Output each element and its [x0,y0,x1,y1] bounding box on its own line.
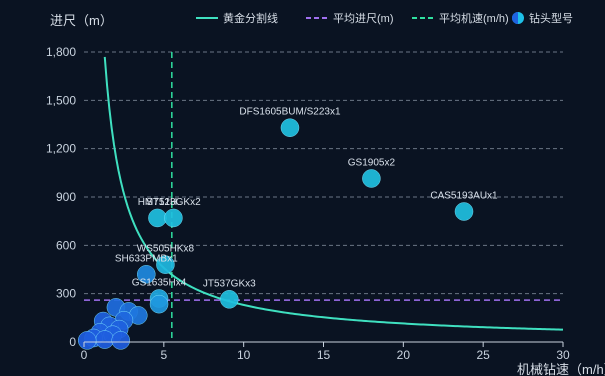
golden-curve-line [103,56,564,331]
golden-curve-layer [103,56,564,331]
data-points [77,118,474,350]
legend-label: 平均机速(m/h) [439,11,509,25]
axes: 0 300 600 900 1,200 1,500 1,800 0 5 10 15 20 25 30 [46,45,570,362]
y-tick-label: 900 [56,190,76,204]
point-label: SH633PMBx1 [115,253,178,264]
y-tick-label: 1,800 [46,45,76,59]
data-point [220,290,239,309]
point-label: ST513GKx2 [146,197,201,208]
x-tick-label: 0 [81,348,88,362]
data-point [164,208,183,228]
x-axis-title: 机械钻速（m/h） [517,362,605,376]
data-point [280,118,300,137]
point-label: GS1905x2 [348,157,396,168]
x-tick-label: 10 [237,348,251,362]
data-point [148,208,167,228]
y-tick-label: 0 [69,335,76,349]
y-tick-label: 300 [56,287,76,301]
legend-item: 平均进尺(m) [306,12,394,25]
point-label: GS1635Hx4 [132,278,187,289]
x-tick-label: 20 [397,348,411,362]
reference-lines [84,52,563,342]
data-point [149,294,169,314]
y-tick-label: 600 [56,238,76,252]
data-point [111,331,130,350]
legend-swatch-half [512,12,518,24]
point-label: HM712H [138,197,177,208]
point-label: DFS1605BUM/S223x1 [239,107,341,118]
legend-label: 黄金分割线 [223,11,278,25]
legend-item: 钻头型号 [512,11,573,25]
legend: 黄金分割线 平均进尺(m) 平均机速(m/h) 钻头型号 [196,11,573,25]
x-tick-label: 25 [476,348,490,362]
point-label: WS505HKx8 [137,244,195,255]
data-point [362,169,381,188]
x-tick-label: 30 [556,348,570,362]
legend-item: 平均机速(m/h) [412,11,509,25]
legend-label: 平均进尺(m) [333,12,394,25]
x-tick-label: 15 [317,348,331,362]
legend-label: 钻头型号 [529,11,573,25]
data-point [137,265,156,284]
point-label: CAS5193AUx1 [430,191,498,202]
data-point [95,330,115,349]
data-point [77,331,97,350]
y-tick-label: 1,500 [46,93,76,107]
legend-item: 黄金分割线 [196,11,278,25]
y-tick-label: 1,200 [46,142,76,156]
data-point [454,202,474,221]
grid-lines [84,51,563,295]
point-label: JT537GKx3 [203,278,256,289]
x-tick-label: 5 [160,348,167,362]
point-labels: DFS1605BUM/S223x1 GS1905x2 CAS5193AUx1 HM71… [115,107,498,290]
data-point [156,255,175,274]
y-axis-title: 进尺（m） [50,13,113,28]
